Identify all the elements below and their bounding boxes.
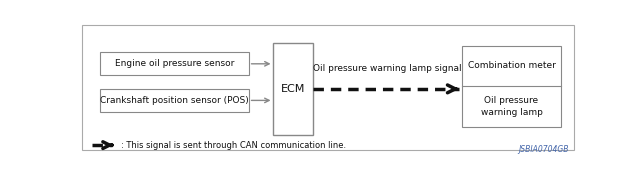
- Text: Engine oil pressure sensor: Engine oil pressure sensor: [115, 59, 234, 68]
- Bar: [100, 89, 248, 112]
- Text: Oil pressure
warning lamp: Oil pressure warning lamp: [481, 96, 543, 117]
- Text: Oil pressure warning lamp signal: Oil pressure warning lamp signal: [313, 64, 462, 73]
- Bar: [100, 52, 248, 75]
- Text: ECM: ECM: [281, 84, 305, 94]
- Bar: [273, 43, 313, 135]
- Text: JSBIA0704GB: JSBIA0704GB: [518, 145, 568, 154]
- Bar: [462, 46, 561, 127]
- Text: : This signal is sent through CAN communication line.: : This signal is sent through CAN commun…: [121, 141, 346, 150]
- Text: Combination meter: Combination meter: [468, 61, 556, 70]
- Text: Crankshaft position sensor (POS): Crankshaft position sensor (POS): [100, 96, 248, 105]
